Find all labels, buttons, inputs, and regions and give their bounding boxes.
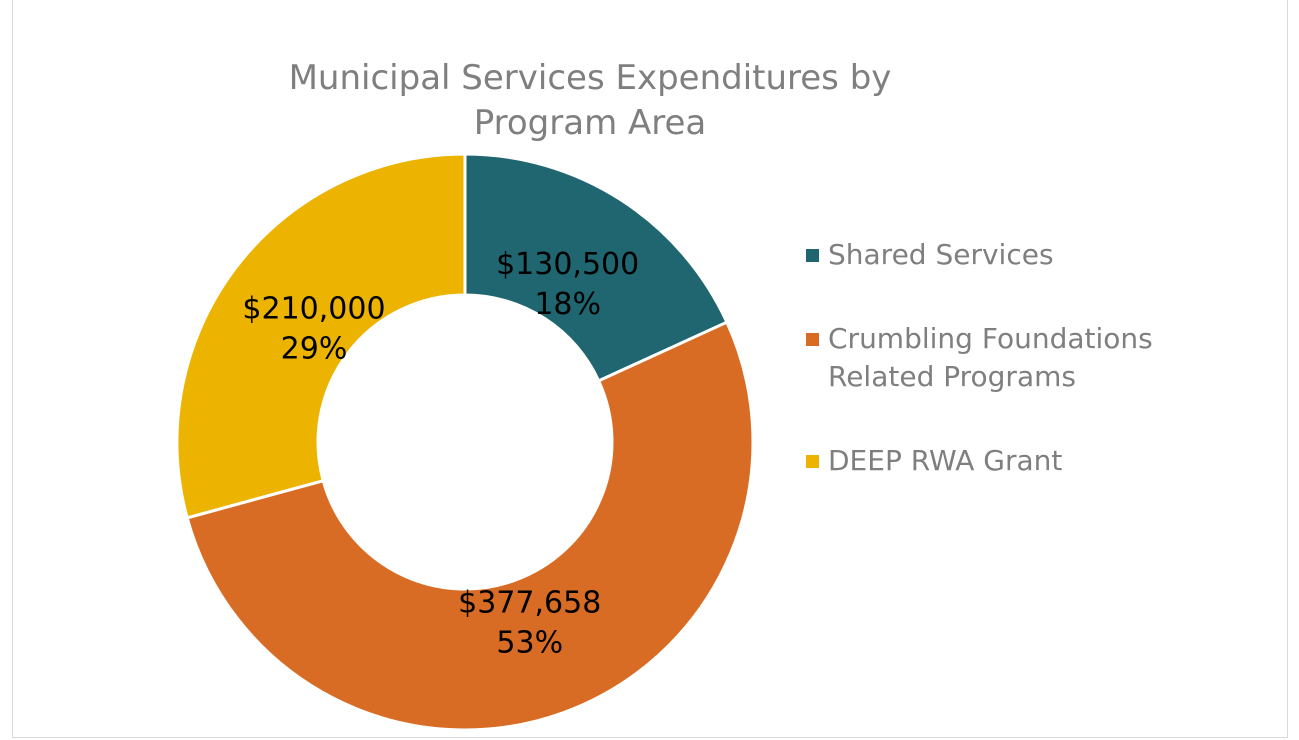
legend-item: Crumbling Foundations Related Programs bbox=[806, 320, 1186, 396]
donut-slice bbox=[463, 152, 729, 383]
legend-item: Shared Services bbox=[806, 236, 1186, 274]
donut-slice bbox=[185, 320, 755, 732]
chart-title-box: Municipal Services Expenditures by Progr… bbox=[190, 56, 990, 146]
legend-label: DEEP RWA Grant bbox=[828, 444, 1063, 477]
data-label-value: $130,500 bbox=[496, 247, 639, 282]
legend-swatch bbox=[806, 249, 819, 262]
chart-area bbox=[12, 0, 1288, 738]
legend-swatch bbox=[806, 455, 819, 468]
data-label-value: $377,658 bbox=[458, 586, 601, 621]
data-label-percent: 29% bbox=[281, 332, 348, 367]
data-label: $130,500 18% bbox=[496, 247, 639, 322]
donut-slice bbox=[175, 152, 467, 520]
data-label-value: $210,000 bbox=[242, 292, 385, 327]
data-label-percent: 18% bbox=[534, 287, 601, 322]
legend-swatch bbox=[806, 333, 819, 346]
data-label: $377,658 53% bbox=[458, 586, 601, 661]
data-label-percent: 53% bbox=[496, 626, 563, 661]
legend-item: DEEP RWA Grant bbox=[806, 442, 1186, 480]
legend: Shared Services Crumbling Foundations Rel… bbox=[806, 236, 1186, 526]
data-label: $210,000 29% bbox=[242, 292, 385, 367]
legend-label: Crumbling Foundations Related Programs bbox=[828, 322, 1153, 393]
legend-label: Shared Services bbox=[828, 238, 1054, 271]
chart-title: Municipal Services Expenditures by Progr… bbox=[288, 58, 892, 143]
